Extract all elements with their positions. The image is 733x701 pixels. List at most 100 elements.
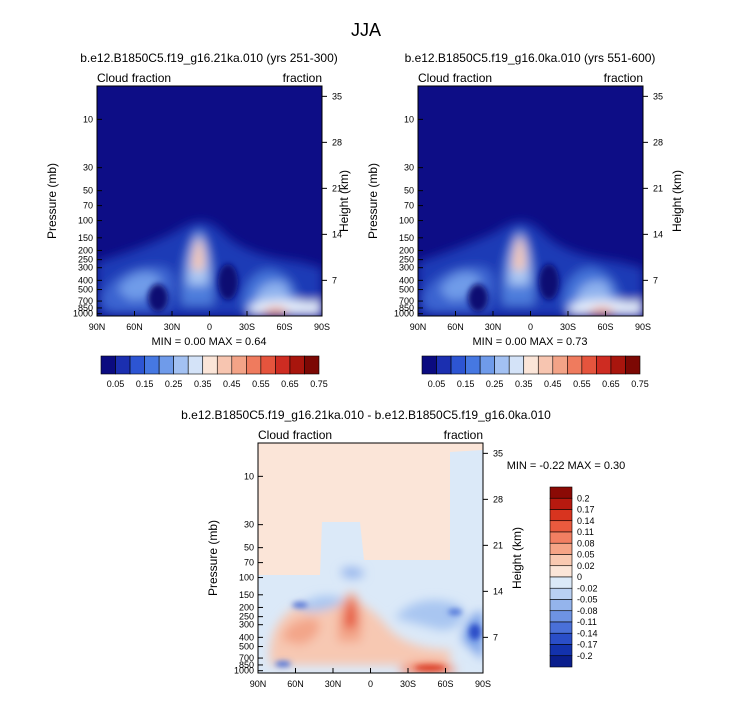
colorbar-label: 0.11 <box>577 527 594 537</box>
x-tick-label: 60S <box>597 322 613 332</box>
y-tick-label: 250 <box>399 255 414 265</box>
colorbar-swatch <box>100 355 116 375</box>
y-right-tick-label: 7 <box>653 275 658 285</box>
x-tick-label: 0 <box>368 679 373 689</box>
colorbar-label: -0.02 <box>577 583 598 593</box>
colorbar-label: -0.2 <box>577 651 593 661</box>
y-tick-label: 500 <box>399 285 414 295</box>
panel-a-ylabel: Pressure (mb) <box>45 163 59 239</box>
colorbar-swatch <box>465 355 481 375</box>
colorbar-label: -0.05 <box>577 595 598 605</box>
y-tick-label: 850 <box>239 660 254 670</box>
colorbar-label: 0.45 <box>223 379 241 389</box>
x-tick-label: 90S <box>314 322 330 332</box>
panel-b-axes: 90N 60N 30N 0 30S 60S 90S103050701001502002503… <box>394 91 663 332</box>
y-tick-label: 500 <box>78 285 93 295</box>
colorbar-label: 0.14 <box>577 516 595 526</box>
y-tick-label: 700 <box>399 296 414 306</box>
colorbar-label: 0.05 <box>107 379 125 389</box>
panel-a-left-label: Cloud fraction <box>97 71 171 85</box>
panel-a-minmax: MIN = 0.00 MAX = 0.64 <box>152 336 267 348</box>
panel-c-title: b.e12.B1850C5.f19_g16.21ka.010 - b.e12.B… <box>181 408 551 422</box>
colorbar-swatch <box>567 355 583 375</box>
colorbar-swatch <box>275 355 291 375</box>
y-tick-label: 1000 <box>394 309 414 319</box>
y-tick-label: 1000 <box>234 666 254 676</box>
colorbar-swatch <box>216 355 233 375</box>
panel-c-axes: 90N 60N 30N 0 30S 60S 90S103050701001502002503… <box>234 448 503 689</box>
panel-c-right-label: fraction <box>444 428 483 442</box>
colorbar-label: -0.14 <box>577 628 598 638</box>
y-tick-label: 150 <box>239 590 254 600</box>
panel-a-right-label: fraction <box>283 71 322 85</box>
colorbar-swatch <box>549 644 573 657</box>
colorbar-label: 0.25 <box>486 379 504 389</box>
panel-b-colorbar: 0.05 0.15 0.25 0.35 0.45 0.55 0.65 0.75 <box>421 355 649 389</box>
y-right-tick-label: 35 <box>332 91 342 101</box>
panel-a-title: b.e12.B1850C5.f19_g16.21ka.010 (yrs 251-… <box>80 51 338 65</box>
y-right-tick-label: 35 <box>493 448 503 458</box>
y-right-tick-label: 14 <box>653 229 663 239</box>
colorbar-swatch <box>549 531 573 544</box>
colorbar-label: 0.08 <box>577 538 595 548</box>
colorbar-swatch <box>202 355 218 375</box>
panel-b-minmax: MIN = 0.00 MAX = 0.73 <box>473 336 588 348</box>
colorbar-swatch <box>129 355 145 375</box>
colorbar-swatch <box>549 610 573 623</box>
y-tick-label: 250 <box>78 255 93 265</box>
y-tick-label: 50 <box>244 543 254 553</box>
colorbar-label: 0.45 <box>544 379 562 389</box>
colorbar-swatch <box>304 355 320 375</box>
x-tick-label: 90N <box>250 679 267 689</box>
x-tick-label: 60N <box>287 679 304 689</box>
y-tick-label: 200 <box>78 245 93 255</box>
x-tick-label: 60N <box>447 322 464 332</box>
y-tick-label: 10 <box>404 114 414 124</box>
y-tick-label: 500 <box>239 642 254 652</box>
y-tick-label: 70 <box>244 558 254 568</box>
page-title: JJA <box>351 20 381 40</box>
colorbar-swatch <box>549 587 573 600</box>
panel-a-colorbar: 0.05 0.15 0.25 0.35 0.45 0.55 0.65 0.75 <box>100 355 328 389</box>
x-tick-label: 30N <box>485 322 502 332</box>
y-tick-label: 70 <box>83 201 93 211</box>
colorbar-label: 0.75 <box>631 379 649 389</box>
colorbar-swatch <box>246 355 262 375</box>
colorbar-label: 0.75 <box>310 379 328 389</box>
colorbar-swatch <box>549 520 573 533</box>
x-tick-label: 30N <box>325 679 342 689</box>
panel-c-ylabel-right: Height (km) <box>510 527 524 589</box>
colorbar-swatch <box>289 355 305 375</box>
y-tick-label: 850 <box>399 303 414 313</box>
y-tick-label: 150 <box>78 233 93 243</box>
colorbar-swatch <box>450 355 466 375</box>
colorbar-swatch <box>552 355 568 375</box>
colorbar-swatch <box>549 576 573 589</box>
colorbar-label: 0.55 <box>252 379 270 389</box>
colorbar-swatch <box>537 355 554 375</box>
colorbar-swatch <box>596 355 612 375</box>
colorbar-swatch <box>549 542 573 555</box>
y-tick-label: 30 <box>244 520 254 530</box>
y-tick-label: 250 <box>239 612 254 622</box>
colorbar-label: 0.02 <box>577 561 595 571</box>
panel-b-title: b.e12.B1850C5.f19_g16.0ka.010 (yrs 551-6… <box>405 51 656 65</box>
y-right-tick-label: 7 <box>493 632 498 642</box>
panel-b-left-label: Cloud fraction <box>418 71 492 85</box>
colorbar-label: -0.17 <box>577 640 598 650</box>
x-tick-label: 30S <box>400 679 416 689</box>
y-tick-label: 700 <box>239 653 254 663</box>
colorbar-swatch <box>549 621 573 634</box>
y-right-tick-label: 28 <box>332 137 342 147</box>
colorbar-swatch <box>581 355 597 375</box>
y-right-tick-label: 21 <box>653 183 663 193</box>
colorbar-swatch <box>479 355 495 375</box>
colorbar-swatch <box>523 355 539 375</box>
x-tick-label: 90N <box>89 322 106 332</box>
x-tick-label: 60N <box>126 322 143 332</box>
x-tick-label: 30S <box>239 322 255 332</box>
colorbar-swatch <box>549 509 573 522</box>
panel-b-ylabel-right: Height (km) <box>670 170 684 232</box>
colorbar-label: 0.15 <box>457 379 475 389</box>
panel-c-left-label: Cloud fraction <box>258 428 332 442</box>
